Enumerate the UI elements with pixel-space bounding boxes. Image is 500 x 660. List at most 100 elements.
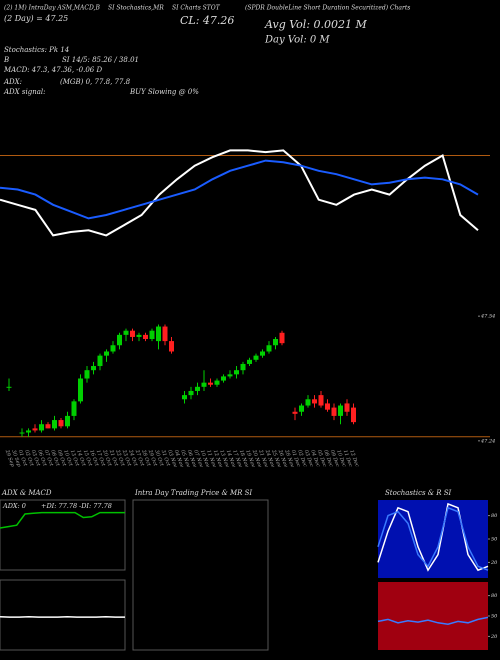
panel-background	[378, 500, 488, 578]
candle-body	[338, 405, 343, 416]
x-tick-label: 30 Oct	[153, 449, 165, 468]
x-tick-label: 10 Oct	[62, 449, 74, 468]
x-tick-label: 18 Nov	[238, 449, 250, 468]
series-line	[377, 616, 489, 625]
x-tick-label: 09 Dec	[329, 449, 341, 468]
x-tick-label: 19 Nov	[244, 449, 256, 468]
x-tick-label: 03 Nov	[166, 449, 178, 468]
x-tick-label: 08 Dec	[322, 449, 334, 468]
x-tick-label: 07 Oct	[43, 449, 55, 468]
candle-body	[104, 351, 109, 356]
candle-body	[318, 395, 324, 406]
x-tick-label: 30 Sep	[10, 449, 22, 468]
candle-body	[110, 345, 116, 352]
x-tick-label: 08 Oct	[49, 449, 61, 468]
x-tick-label: 03 Dec	[303, 449, 315, 468]
candle-body	[305, 399, 311, 406]
candle-body	[162, 326, 168, 342]
candle-body	[240, 363, 246, 371]
indicator-label: -DI: 77.78	[79, 502, 112, 510]
header-text: ADX:	[3, 78, 22, 86]
x-tick-label: 15 Oct	[82, 449, 94, 468]
x-tick-label: 16 Oct	[88, 449, 100, 468]
candle-body	[19, 432, 25, 434]
candle-body	[227, 374, 233, 377]
header-text: Day Vol: 0 M	[264, 35, 330, 46]
candle-body	[344, 403, 350, 412]
series-line	[0, 159, 479, 220]
header-text: SI 14/5: 85.26 / 38.01	[62, 56, 139, 64]
candle-body	[214, 380, 220, 385]
header-text: B	[3, 56, 9, 64]
y-tick-label: 20	[490, 634, 498, 640]
y-tick-label: 47.54	[480, 314, 495, 320]
candle-body	[182, 395, 187, 400]
x-tick-label: 04 Nov	[173, 449, 185, 468]
x-tick-label: 07 Nov	[192, 449, 204, 468]
candle-body	[123, 330, 129, 335]
x-tick-label: 11 Nov	[205, 449, 217, 468]
candle-body	[299, 405, 304, 412]
x-tick-label: 09 Oct	[56, 449, 68, 468]
x-tick-label: 05 Nov	[179, 449, 191, 468]
header-text: Stochastics: Pk 14	[4, 46, 69, 54]
candle-body	[117, 334, 122, 346]
header-text: MACD: 47.3, 47.36, -0.06 D	[3, 66, 102, 74]
candle-body	[208, 382, 213, 385]
x-tick-label: 03 Oct	[30, 449, 42, 468]
panel-title: Intra Day Trading Price & MR SI	[134, 489, 252, 497]
candle-body	[6, 386, 12, 388]
y-tick-label: 50	[491, 537, 498, 543]
candle-body	[91, 366, 96, 371]
x-tick-label: 13 Oct	[69, 449, 81, 468]
x-tick-label: 02 Dec	[296, 449, 308, 468]
candle-body	[39, 424, 44, 431]
x-tick-label: 02 Oct	[23, 449, 35, 468]
candle-body	[312, 399, 317, 404]
x-tick-label: 06 Nov	[186, 449, 198, 468]
candle-body	[149, 330, 155, 340]
header-text: (MGB) 0, 77.8, 77.8	[60, 78, 131, 86]
candle-body	[78, 378, 83, 402]
candle-body	[52, 420, 57, 429]
candle-body	[266, 345, 272, 352]
x-tick-label: 12 Nov	[212, 449, 224, 468]
y-tick-label: 50	[491, 614, 498, 620]
candle-body	[351, 407, 356, 423]
candle-body	[97, 355, 103, 367]
header-text: (SPDR DoubleLine Short Duration Securiti…	[245, 5, 410, 12]
x-tick-label: 04 Dec	[309, 449, 321, 468]
x-tick-label: 14 Oct	[75, 449, 87, 468]
candle-body	[65, 415, 70, 427]
x-tick-label: 14 Nov	[225, 449, 237, 468]
header-text: (2 Day) = 47.25	[4, 14, 68, 23]
candle-body	[253, 355, 259, 360]
header-text: SI Charts STOT	[172, 5, 221, 12]
candle-body	[247, 359, 252, 364]
candle-body	[58, 420, 64, 427]
header-text: SI Stochastics,MR	[108, 5, 164, 12]
candle-body	[234, 370, 239, 375]
intraday-frame	[132, 499, 269, 651]
series-line	[0, 511, 125, 529]
indicator-label: +DI: 77.78	[41, 502, 77, 510]
header-text: (2) 1M) IntraDay ASM,MACD,B	[4, 5, 100, 12]
candle-body	[221, 376, 226, 381]
indicator-label: ADX: 0	[2, 502, 26, 510]
adx-frame	[0, 499, 126, 571]
panel-title: Stochastics & R SI	[385, 489, 452, 497]
candle-body	[84, 370, 90, 379]
candle-body	[45, 424, 51, 429]
x-tick-label: 10 Nov	[199, 449, 211, 468]
candle-body	[169, 341, 174, 352]
x-tick-label: 06 Oct	[36, 449, 48, 468]
x-tick-label: 11 Dec	[342, 449, 354, 468]
candle-body	[279, 332, 285, 344]
x-tick-label: 17 Oct	[95, 449, 107, 468]
series-line	[377, 506, 489, 571]
x-tick-label: 17 Nov	[231, 449, 243, 468]
header-text: ADX signal:	[3, 88, 45, 96]
x-tick-label: 10 Dec	[335, 449, 347, 468]
x-tick-label: 31 Oct	[160, 449, 172, 468]
